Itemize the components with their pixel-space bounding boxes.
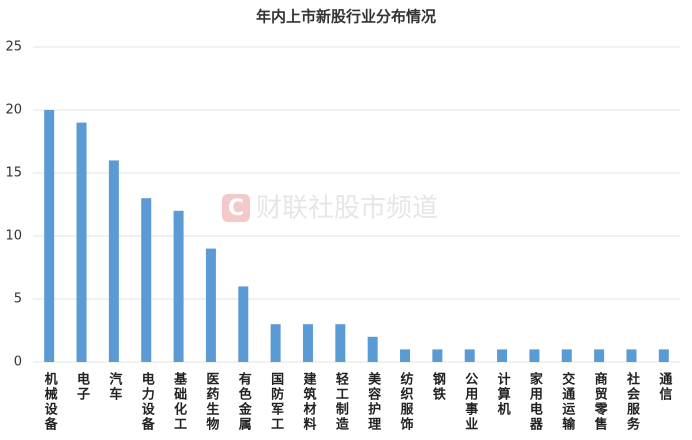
x-tick-label: 医药生物 bbox=[203, 372, 219, 432]
y-tick-label: 15 bbox=[5, 166, 22, 181]
y-tick-label: 20 bbox=[5, 103, 22, 118]
x-tick-label: 基础化工 bbox=[171, 371, 188, 432]
bar bbox=[594, 349, 605, 362]
watermark: 财联社股市频道 bbox=[256, 194, 438, 224]
x-tick-label: 钢铁 bbox=[430, 371, 447, 402]
bar bbox=[529, 349, 540, 362]
bar bbox=[76, 122, 87, 362]
x-tick-label: 轻工制造 bbox=[333, 371, 349, 432]
bar bbox=[658, 349, 669, 362]
chart-title: 年内上市新股行业分布情况 bbox=[256, 8, 436, 26]
x-tick-label: 纺织服饰 bbox=[398, 371, 414, 432]
bar bbox=[108, 160, 119, 362]
bar bbox=[141, 198, 152, 362]
bar bbox=[367, 336, 378, 362]
bar bbox=[400, 349, 411, 362]
y-tick-label: 5 bbox=[14, 292, 22, 307]
bar bbox=[44, 110, 55, 362]
bar bbox=[270, 324, 281, 362]
x-tick-label: 美容护理 bbox=[365, 371, 382, 432]
bar bbox=[432, 349, 443, 362]
x-tick-label: 电力设备 bbox=[139, 371, 156, 432]
x-tick-label: 机械设备 bbox=[42, 371, 59, 432]
bar bbox=[205, 248, 216, 362]
bar bbox=[173, 210, 184, 362]
y-tick-label: 0 bbox=[14, 355, 22, 370]
svg-text:C: C bbox=[228, 196, 244, 221]
bar bbox=[497, 349, 508, 362]
x-tick-label: 汽车 bbox=[106, 371, 122, 402]
x-tick-label: 计算机 bbox=[495, 371, 511, 417]
x-tick-label: 交通运输 bbox=[559, 371, 575, 432]
x-tick-label: 商贸零售 bbox=[592, 371, 609, 432]
x-tick-label: 通信 bbox=[656, 371, 672, 402]
y-tick-label: 10 bbox=[5, 229, 22, 244]
watermark-icon: C bbox=[222, 194, 250, 222]
x-tick-label: 国防军工 bbox=[268, 372, 284, 432]
bar bbox=[464, 349, 475, 362]
bar bbox=[302, 324, 313, 362]
x-tick-label: 电子 bbox=[74, 371, 90, 402]
bar bbox=[335, 324, 346, 362]
y-tick-label: 25 bbox=[5, 40, 22, 55]
x-tick-label: 家用电器 bbox=[527, 371, 544, 432]
x-tick-label: 社会服务 bbox=[624, 371, 641, 432]
x-tick-label: 建筑材料 bbox=[300, 371, 316, 432]
bar bbox=[561, 349, 572, 362]
bar bbox=[238, 286, 249, 362]
x-tick-label: 公用事业 bbox=[462, 372, 479, 432]
bar bbox=[626, 349, 637, 362]
x-tick-label: 有色金属 bbox=[236, 371, 253, 432]
